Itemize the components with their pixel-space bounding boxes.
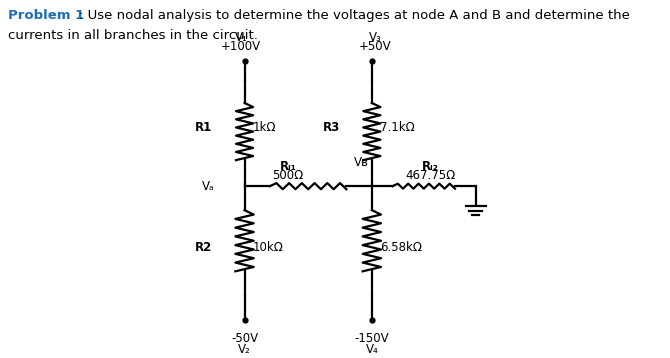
Text: +100V: +100V bbox=[221, 40, 261, 53]
Text: V₁: V₁ bbox=[234, 31, 248, 44]
Text: R3: R3 bbox=[322, 121, 340, 135]
Text: V₃: V₃ bbox=[369, 31, 382, 44]
Text: Rₗ₁: Rₗ₁ bbox=[279, 160, 297, 173]
Text: -150V: -150V bbox=[354, 332, 389, 345]
Text: R2: R2 bbox=[195, 241, 212, 255]
Text: +50V: +50V bbox=[359, 40, 391, 53]
Text: 500Ω: 500Ω bbox=[273, 169, 304, 182]
Text: -50V: -50V bbox=[231, 332, 258, 345]
Text: 467.75Ω: 467.75Ω bbox=[405, 169, 456, 182]
Text: currents in all branches in the circuit.: currents in all branches in the circuit. bbox=[8, 29, 258, 42]
Text: 1kΩ: 1kΩ bbox=[253, 121, 276, 135]
Text: V₂: V₂ bbox=[238, 343, 251, 355]
Text: Problem 1: Problem 1 bbox=[8, 9, 84, 22]
Text: Vₐ: Vₐ bbox=[202, 180, 214, 193]
Text: 7.1kΩ: 7.1kΩ bbox=[380, 121, 415, 135]
Text: 6.58kΩ: 6.58kΩ bbox=[380, 241, 422, 255]
Text: Rₗ₂: Rₗ₂ bbox=[422, 160, 439, 173]
Text: Vʙ: Vʙ bbox=[354, 156, 368, 169]
Text: 10kΩ: 10kΩ bbox=[253, 241, 283, 255]
Text: R1: R1 bbox=[195, 121, 212, 135]
Text: V₄: V₄ bbox=[365, 343, 379, 355]
Text: : Use nodal analysis to determine the voltages at node A and B and determine the: : Use nodal analysis to determine the vo… bbox=[79, 9, 630, 22]
